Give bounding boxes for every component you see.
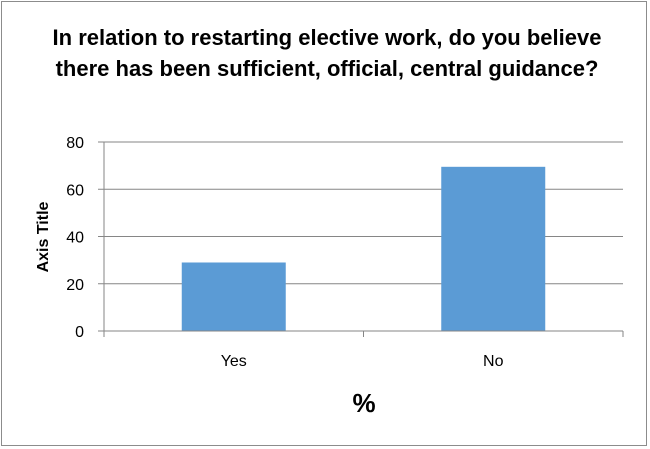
y-tick-label: 0 <box>75 324 84 341</box>
y-tick-label: 40 <box>66 230 84 247</box>
y-axis-title: Axis Title <box>35 201 52 272</box>
x-tick-label: Yes <box>221 353 247 370</box>
y-tick-label: 60 <box>66 182 84 199</box>
axes <box>98 141 624 337</box>
x-tick-label: No <box>483 353 504 370</box>
y-tick-label: 20 <box>66 277 84 294</box>
x-axis-title: % <box>352 388 375 418</box>
bars <box>181 166 546 331</box>
chart-title: In relation to restarting elective work,… <box>52 25 602 81</box>
y-tick-label: 80 <box>66 135 84 152</box>
bar-no <box>441 166 546 331</box>
y-tick-labels: 0 20 40 60 80 <box>66 135 84 341</box>
bar-yes <box>181 262 286 331</box>
x-tick-labels: Yes No <box>221 353 504 370</box>
